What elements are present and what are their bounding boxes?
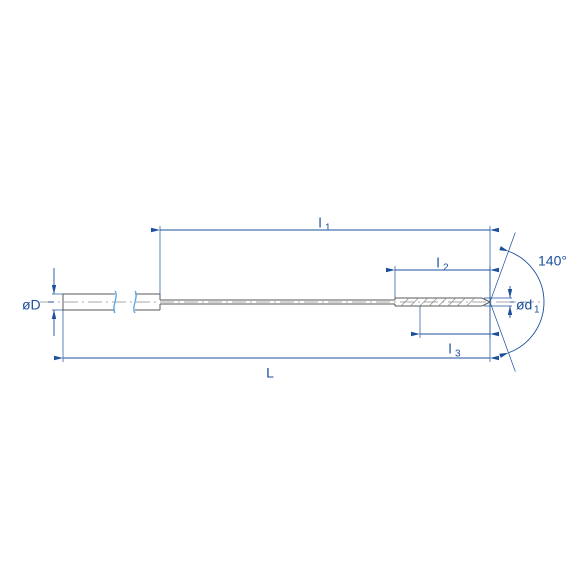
label-diameter-d1: ød1 <box>516 297 540 316</box>
label-diameter-D: øD <box>22 297 41 313</box>
svg-text:1: 1 <box>325 223 331 234</box>
svg-text:3: 3 <box>455 349 461 360</box>
label-length-l2: l2 <box>436 255 449 274</box>
svg-text:l: l <box>448 341 451 357</box>
technical-drawing: øDød1Ll1l2l3140° <box>0 0 576 576</box>
svg-text:l: l <box>436 255 439 271</box>
label-length-l1: l1 <box>318 215 331 234</box>
label-tip-angle: 140° <box>538 253 567 269</box>
svg-text:2: 2 <box>443 263 449 274</box>
svg-text:l: l <box>318 215 321 231</box>
label-length-L: L <box>266 365 274 381</box>
svg-text:1: 1 <box>534 305 540 316</box>
label-length-l3: l3 <box>448 341 461 360</box>
svg-text:L: L <box>266 365 274 381</box>
svg-text:ød: ød <box>516 297 532 313</box>
